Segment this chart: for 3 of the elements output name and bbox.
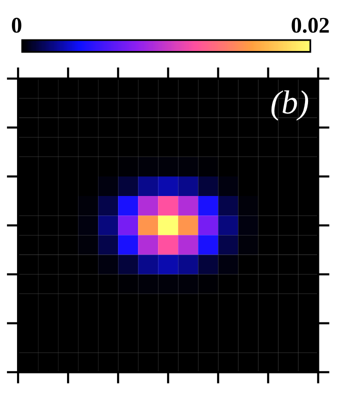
color-bar-label: 0.02 <box>292 18 329 33</box>
color-bar-label: 0 <box>12 18 22 33</box>
annotation: (b) <box>271 90 308 121</box>
